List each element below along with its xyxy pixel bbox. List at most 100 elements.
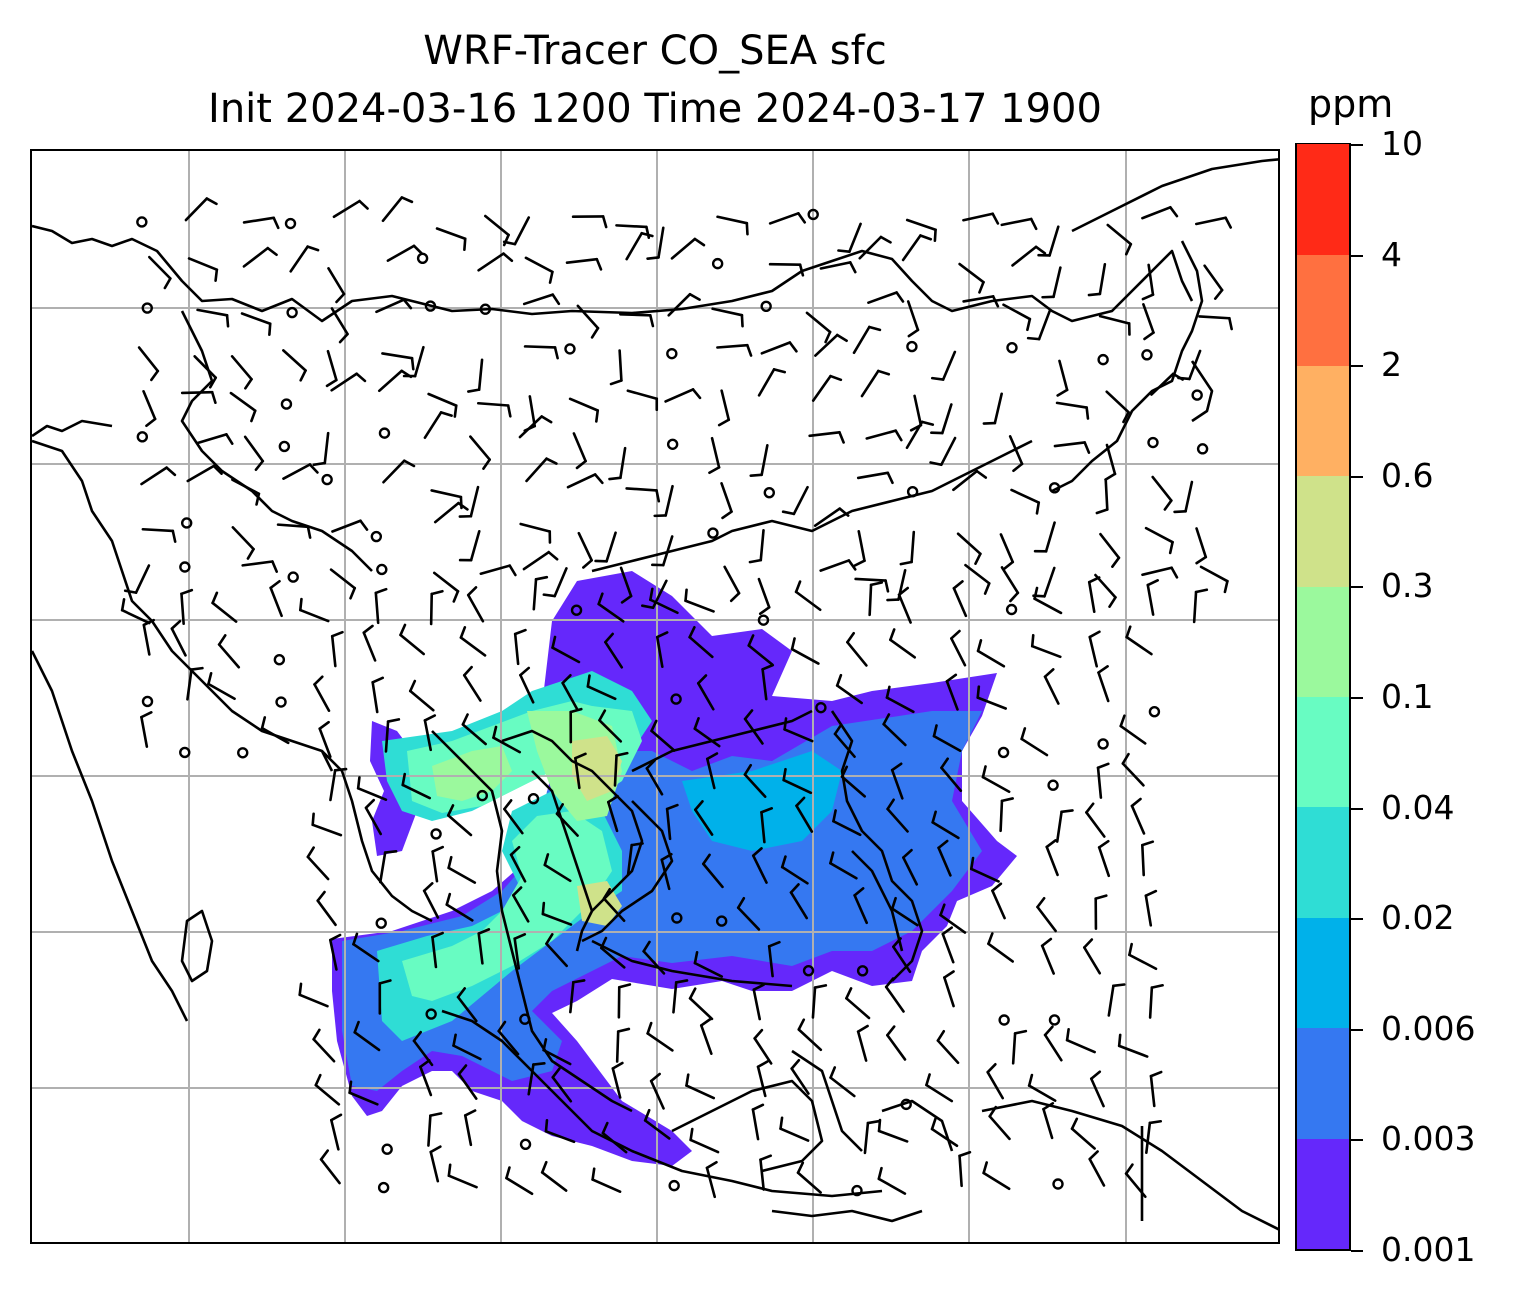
colorbar-tick-mark xyxy=(1351,1028,1363,1031)
wind-barb xyxy=(939,903,967,934)
wind-barb xyxy=(856,1024,869,1062)
wind-barb xyxy=(1027,1073,1057,1102)
wind-barb xyxy=(833,723,856,758)
wind-barb xyxy=(519,666,535,704)
wind-barb xyxy=(835,673,863,705)
coastline-segment xyxy=(671,1079,824,1173)
calm-wind-marker xyxy=(284,217,297,230)
wind-barb xyxy=(120,598,151,625)
wind-barb xyxy=(316,890,337,927)
wind-barb xyxy=(260,716,290,745)
wind-barb xyxy=(664,388,702,403)
wind-barb xyxy=(483,214,510,247)
wind-barb xyxy=(1053,441,1091,454)
wind-barb xyxy=(950,629,967,667)
calm-wind-marker xyxy=(519,1138,532,1150)
wind-barb xyxy=(1099,532,1121,568)
wind-barb xyxy=(863,1119,881,1155)
wind-barb xyxy=(447,1163,478,1189)
wind-barb xyxy=(544,1119,576,1144)
wind-barb xyxy=(760,341,798,355)
wind-barb xyxy=(958,1150,972,1188)
wind-barb xyxy=(693,951,724,978)
wind-barb xyxy=(1040,937,1055,975)
wind-barb xyxy=(141,527,177,543)
wind-barb xyxy=(1107,983,1126,1017)
colorbar-segment xyxy=(1297,144,1349,256)
calm-wind-marker xyxy=(715,915,728,927)
wind-barb xyxy=(1104,443,1117,481)
wind-barb xyxy=(492,725,522,754)
wind-barb xyxy=(853,529,866,567)
colorbar-segment xyxy=(1297,806,1349,918)
wind-barb xyxy=(723,565,741,603)
wind-barb xyxy=(602,887,626,923)
wind-barbs xyxy=(120,196,1233,1199)
map-canvas xyxy=(32,151,1278,1242)
wind-barb xyxy=(381,352,415,371)
wind-barb xyxy=(196,308,230,328)
wind-barb xyxy=(940,757,963,793)
wind-barb xyxy=(1070,1117,1096,1150)
wind-barb xyxy=(545,933,568,968)
coastline-segment xyxy=(32,224,1194,323)
wind-barb xyxy=(860,369,891,398)
colorbar-segment xyxy=(1297,254,1349,366)
wind-barb xyxy=(886,1025,907,1061)
chart-title: WRF-Tracer CO_SEA sfc xyxy=(423,28,887,74)
wind-barb xyxy=(1033,521,1056,553)
wind-barb xyxy=(958,262,985,294)
colorbar xyxy=(1295,143,1351,1251)
wind-barb xyxy=(527,1062,546,1096)
wind-barb xyxy=(561,673,579,711)
wind-barb xyxy=(330,1113,343,1151)
wind-barb xyxy=(1000,217,1038,231)
wind-barb xyxy=(1055,809,1074,843)
calm-wind-marker xyxy=(815,701,827,714)
wind-barb xyxy=(932,724,962,753)
wind-barb xyxy=(854,577,890,593)
calm-wind-marker xyxy=(1097,738,1109,750)
calm-wind-marker xyxy=(1147,436,1159,449)
coastline-segment xyxy=(1071,158,1278,233)
calm-wind-marker xyxy=(141,302,153,314)
wind-barb xyxy=(982,392,1003,425)
wind-barb xyxy=(1117,1033,1149,1058)
wind-barb xyxy=(956,532,982,565)
wind-barb xyxy=(522,550,559,571)
coastline-segment xyxy=(591,439,1033,573)
wind-barb xyxy=(931,810,960,840)
wind-barb xyxy=(574,752,587,790)
wind-barb xyxy=(688,987,714,1021)
wind-barb xyxy=(1148,983,1164,1019)
calm-wind-marker xyxy=(381,1143,393,1155)
wind-barb xyxy=(325,349,338,388)
wind-barb xyxy=(542,1038,572,1066)
wind-barb xyxy=(569,707,583,744)
wind-barb xyxy=(318,720,332,759)
wind-barb xyxy=(1096,762,1110,799)
wind-barb xyxy=(555,803,579,837)
wind-barb xyxy=(374,587,388,625)
wind-barb xyxy=(937,839,952,877)
wind-barb xyxy=(901,234,933,262)
wind-barb xyxy=(1125,625,1153,656)
coastline-segment xyxy=(881,1099,954,1152)
wind-barb xyxy=(781,485,809,516)
wind-barb xyxy=(694,800,714,836)
wind-barb xyxy=(1055,401,1090,420)
wind-barb xyxy=(446,804,473,837)
wind-barb xyxy=(805,311,832,344)
wind-barb xyxy=(1106,223,1133,256)
wind-barb xyxy=(1098,314,1131,336)
wind-barb xyxy=(925,1073,954,1103)
wind-barb xyxy=(976,685,1007,710)
wind-barb xyxy=(140,466,177,486)
wind-barb xyxy=(532,575,549,611)
wind-barb xyxy=(1097,839,1111,878)
calm-wind-marker xyxy=(856,965,869,977)
wind-barb xyxy=(1020,727,1049,757)
wind-barb xyxy=(717,389,731,427)
wind-barb xyxy=(571,215,608,229)
wind-barb xyxy=(660,853,673,891)
